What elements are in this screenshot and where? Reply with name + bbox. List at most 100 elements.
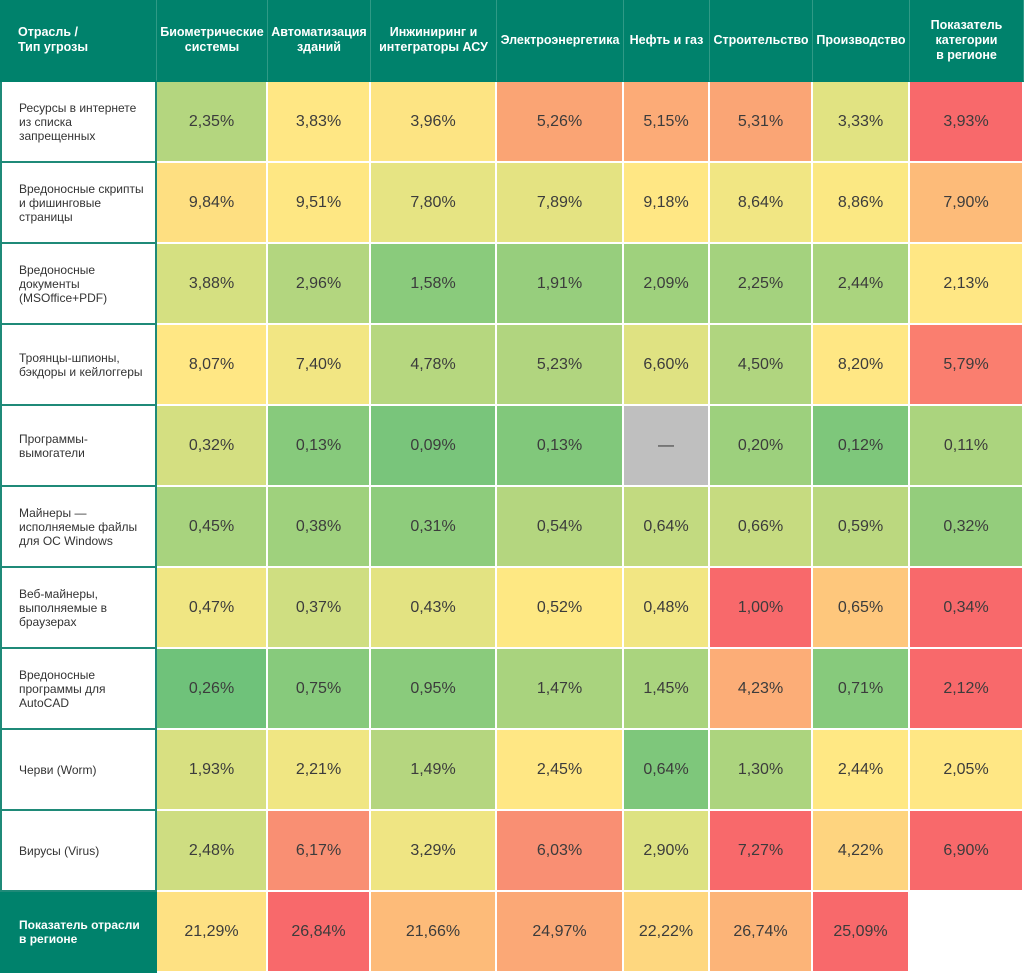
- heatmap-cell: 2,25%: [710, 244, 813, 325]
- heatmap-cell: 6,90%: [910, 811, 1024, 892]
- heatmap-cell: 6,17%: [268, 811, 371, 892]
- total-row-label: Показатель отрасли в регионе: [0, 892, 157, 973]
- heatmap-cell: 5,79%: [910, 325, 1024, 406]
- heatmap-cell: 3,33%: [813, 82, 910, 163]
- heatmap-cell: 2,12%: [910, 649, 1024, 730]
- heatmap-cell: 0,64%: [624, 730, 710, 811]
- heatmap-cell: 0,37%: [268, 568, 371, 649]
- heatmap-cell: 2,09%: [624, 244, 710, 325]
- heatmap-cell: 2,45%: [497, 730, 624, 811]
- heatmap-cell: 0,54%: [497, 487, 624, 568]
- column-header: Показатель категории в регионе: [910, 0, 1024, 82]
- heatmap-cell: 0,75%: [268, 649, 371, 730]
- heatmap-cell: 9,18%: [624, 163, 710, 244]
- heatmap-cell: 4,23%: [710, 649, 813, 730]
- heatmap-cell: 0,43%: [371, 568, 497, 649]
- heatmap-cell: 8,07%: [157, 325, 268, 406]
- heatmap-cell: 2,44%: [813, 244, 910, 325]
- column-header: Строительство: [710, 0, 813, 82]
- total-cell: 21,66%: [371, 892, 497, 973]
- total-cell: 21,29%: [157, 892, 268, 973]
- column-header: Нефть и газ: [624, 0, 710, 82]
- total-cell: 26,74%: [710, 892, 813, 973]
- heatmap-cell: 2,44%: [813, 730, 910, 811]
- heatmap-cell: 3,96%: [371, 82, 497, 163]
- heatmap-cell: 0,34%: [910, 568, 1024, 649]
- heatmap-cell: 0,13%: [497, 406, 624, 487]
- heatmap-cell: 0,11%: [910, 406, 1024, 487]
- row-label: Вредоносные документы (MSOffice+PDF): [0, 244, 157, 325]
- total-cell: 24,97%: [497, 892, 624, 973]
- heatmap-cell: 0,48%: [624, 568, 710, 649]
- heatmap-cell: 8,64%: [710, 163, 813, 244]
- row-label: Ресурсы в интернете из списка запрещенны…: [0, 82, 157, 163]
- heatmap-cell: 3,29%: [371, 811, 497, 892]
- heatmap-cell: 4,78%: [371, 325, 497, 406]
- heatmap-cell: 0,66%: [710, 487, 813, 568]
- heatmap-cell: 0,32%: [910, 487, 1024, 568]
- total-cell: 25,09%: [813, 892, 910, 973]
- heatmap-cell: 1,93%: [157, 730, 268, 811]
- heatmap-cell: 5,15%: [624, 82, 710, 163]
- heatmap-cell: 2,13%: [910, 244, 1024, 325]
- heatmap-cell: —: [624, 406, 710, 487]
- row-label: Веб-майнеры, выполняемые в браузерах: [0, 568, 157, 649]
- row-label: Майнеры — исполняемые файлы для ОС Windo…: [0, 487, 157, 568]
- heatmap-cell: 7,40%: [268, 325, 371, 406]
- heatmap-cell: 8,20%: [813, 325, 910, 406]
- heatmap-cell: 0,59%: [813, 487, 910, 568]
- heatmap-cell: 7,89%: [497, 163, 624, 244]
- heatmap-cell: 2,90%: [624, 811, 710, 892]
- heatmap-cell: 1,49%: [371, 730, 497, 811]
- heatmap-cell: 7,90%: [910, 163, 1024, 244]
- heatmap-cell: 1,91%: [497, 244, 624, 325]
- heatmap-cell: 5,26%: [497, 82, 624, 163]
- corner-header: Отрасль / Тип угрозы: [0, 0, 157, 82]
- heatmap-cell: 0,64%: [624, 487, 710, 568]
- column-header: Электроэнергетика: [497, 0, 624, 82]
- heatmap-cell: 0,09%: [371, 406, 497, 487]
- empty-cell: [910, 892, 1024, 973]
- heatmap-cell: 3,93%: [910, 82, 1024, 163]
- heatmap-cell: 2,48%: [157, 811, 268, 892]
- column-header: Биометрические системы: [157, 0, 268, 82]
- heatmap-cell: 4,50%: [710, 325, 813, 406]
- heatmap-cell: 0,65%: [813, 568, 910, 649]
- heatmap-cell: 0,12%: [813, 406, 910, 487]
- heatmap-cell: 4,22%: [813, 811, 910, 892]
- heatmap-cell: 7,27%: [710, 811, 813, 892]
- heatmap-cell: 0,71%: [813, 649, 910, 730]
- heatmap-cell: 0,52%: [497, 568, 624, 649]
- row-label: Троянцы-шпионы, бэкдоры и кейлоггеры: [0, 325, 157, 406]
- heatmap-cell: 9,84%: [157, 163, 268, 244]
- column-header: Автоматизация зданий: [268, 0, 371, 82]
- row-label: Вредоносные программы для AutoCAD: [0, 649, 157, 730]
- heatmap-cell: 1,30%: [710, 730, 813, 811]
- row-label: Черви (Worm): [0, 730, 157, 811]
- heatmap-cell: 0,95%: [371, 649, 497, 730]
- row-label: Программы-вымогатели: [0, 406, 157, 487]
- heatmap-cell: 7,80%: [371, 163, 497, 244]
- heatmap-cell: 0,31%: [371, 487, 497, 568]
- heatmap-cell: 0,32%: [157, 406, 268, 487]
- column-header: Производство: [813, 0, 910, 82]
- heatmap-cell: 9,51%: [268, 163, 371, 244]
- heatmap-cell: 0,45%: [157, 487, 268, 568]
- heatmap-cell: 3,88%: [157, 244, 268, 325]
- heatmap-cell: 0,38%: [268, 487, 371, 568]
- heatmap-cell: 2,05%: [910, 730, 1024, 811]
- heatmap-cell: 1,58%: [371, 244, 497, 325]
- heatmap-cell: 5,31%: [710, 82, 813, 163]
- heatmap-cell: 8,86%: [813, 163, 910, 244]
- heatmap-cell: 1,47%: [497, 649, 624, 730]
- heatmap-cell: 0,13%: [268, 406, 371, 487]
- heatmap-cell: 3,83%: [268, 82, 371, 163]
- heatmap-cell: 1,45%: [624, 649, 710, 730]
- heatmap-cell: 6,03%: [497, 811, 624, 892]
- heatmap-cell: 6,60%: [624, 325, 710, 406]
- row-label: Вредоносные скрипты и фишинговые страниц…: [0, 163, 157, 244]
- heatmap-cell: 1,00%: [710, 568, 813, 649]
- column-header: Инжиниринг и интеграторы АСУ: [371, 0, 497, 82]
- heatmap-cell: 0,20%: [710, 406, 813, 487]
